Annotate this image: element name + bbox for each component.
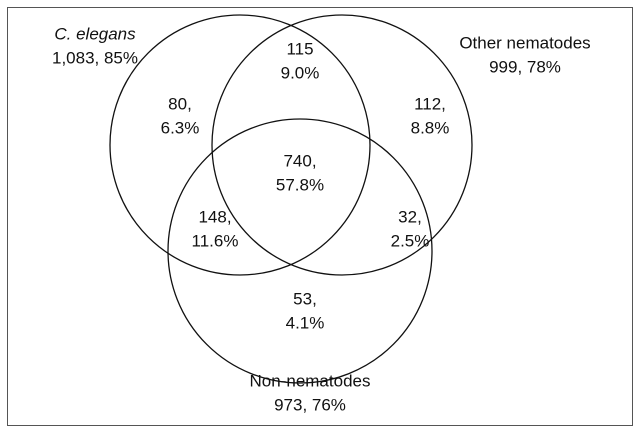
set-circle (211, 14, 473, 276)
region-count: 148, (198, 207, 231, 226)
set-circle (167, 118, 433, 384)
region-percent: 4.1% (286, 313, 325, 332)
set-summary: 999, 78% (489, 57, 561, 76)
set-label: C. elegans (54, 24, 136, 43)
region-count: 32, (398, 207, 422, 226)
region-percent: 6.3% (161, 118, 200, 137)
set-label: Non-nematodes (250, 371, 371, 390)
region-count: 80, (168, 94, 192, 113)
region-percent: 57.8% (276, 175, 324, 194)
set-circle (109, 14, 371, 276)
region-percent: 2.5% (391, 231, 430, 250)
region-count: 740, (283, 151, 316, 170)
region-percent: 11.6% (192, 231, 239, 250)
set-label: Other nematodes (459, 33, 590, 52)
region-count: 112, (414, 94, 446, 113)
set-summary: 1,083, 85% (52, 48, 138, 67)
region-percent: 9.0% (281, 63, 320, 82)
region-percent: 8.8% (411, 118, 450, 137)
set-summary: 973, 76% (274, 395, 346, 414)
region-count: 53, (293, 289, 317, 308)
region-count: 115 (286, 39, 313, 58)
